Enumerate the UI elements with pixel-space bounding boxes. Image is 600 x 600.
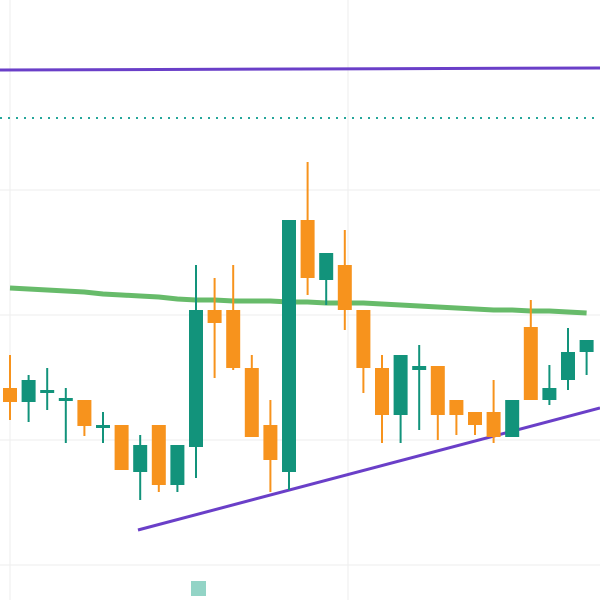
candle-body <box>356 310 371 368</box>
candle-body <box>40 390 55 393</box>
marker-square <box>191 581 206 596</box>
candle-body <box>170 445 185 485</box>
candle-body <box>244 368 259 437</box>
moving-average <box>9 285 587 316</box>
candle-body <box>207 310 222 323</box>
candle-body <box>561 352 575 380</box>
candle-body <box>542 388 557 400</box>
candle-body <box>412 366 427 370</box>
candle-body <box>133 445 148 472</box>
trendline <box>0 66 600 72</box>
candle-body <box>114 425 129 470</box>
candle-body <box>337 265 352 310</box>
candle-body <box>505 400 520 437</box>
candle-body <box>579 340 594 352</box>
candle-body <box>3 388 17 402</box>
candle-body <box>21 380 36 402</box>
candle-body <box>263 425 278 460</box>
candle-body <box>300 220 315 278</box>
candle-body <box>375 368 389 415</box>
candle-body <box>226 310 241 368</box>
candle-body <box>96 425 110 428</box>
candle-body <box>77 400 92 426</box>
candle-body <box>430 366 445 415</box>
candle-body <box>486 412 501 437</box>
candle-body <box>151 425 166 485</box>
candle-body <box>189 310 203 447</box>
candle-body <box>449 400 464 415</box>
candle-body <box>319 253 334 280</box>
candle-body <box>468 412 482 425</box>
candle-body <box>393 355 408 415</box>
candle-body <box>58 398 73 401</box>
candle-body <box>523 327 538 400</box>
trendline <box>137 406 600 532</box>
candle-body <box>282 220 296 472</box>
